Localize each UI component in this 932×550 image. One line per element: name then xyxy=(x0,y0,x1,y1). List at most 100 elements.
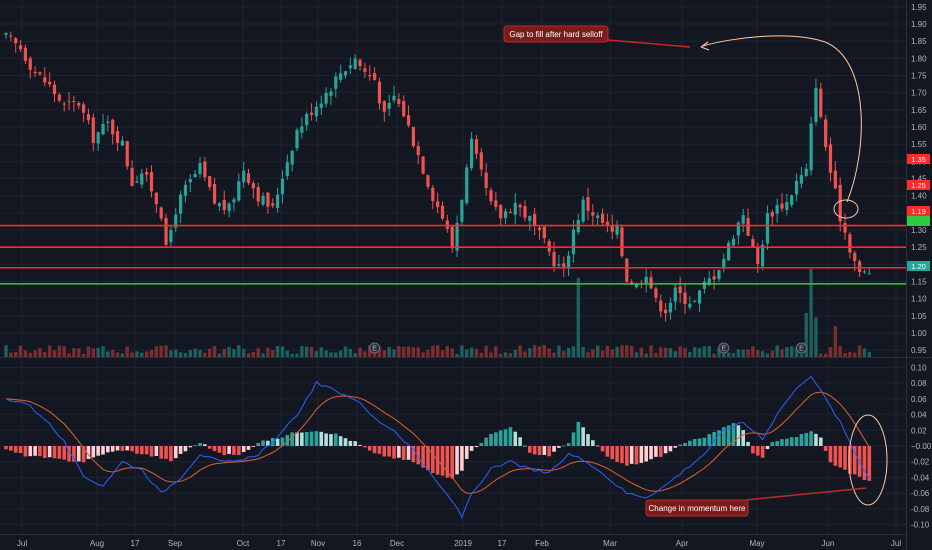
macd-histogram-bar xyxy=(188,446,193,448)
price-tick-label: 1.45 xyxy=(911,175,927,184)
candle-body xyxy=(673,287,677,302)
momentum-annotation[interactable]: Change in momentum here xyxy=(645,487,867,517)
time-tick-label: 17 xyxy=(498,539,507,548)
volume-bar xyxy=(862,348,867,357)
macd-histogram-bar xyxy=(241,446,246,452)
candle-body xyxy=(179,194,183,214)
macd-histogram-bar xyxy=(828,446,833,463)
candle-body xyxy=(222,200,226,210)
macd-histogram-bar xyxy=(266,440,270,446)
macd-histogram-bar xyxy=(377,446,382,454)
gap-annotation[interactable]: Gap to fill after hard selloff xyxy=(503,25,691,48)
volume-bar xyxy=(62,346,66,357)
macd-histogram-bar xyxy=(217,446,222,453)
candle-body xyxy=(431,187,435,202)
candle-body xyxy=(256,186,260,202)
candle-body xyxy=(537,227,542,231)
macd-histogram-bar xyxy=(91,446,96,458)
macd-histogram-bar xyxy=(9,446,13,451)
macd-histogram-bar xyxy=(523,445,527,447)
volume-bar xyxy=(154,346,159,357)
horizontal-levels[interactable] xyxy=(0,224,906,285)
macd-histogram-bar xyxy=(542,446,547,455)
volume-bar xyxy=(237,345,241,357)
earnings-marker[interactable] xyxy=(795,342,807,354)
volume-bar xyxy=(77,348,81,357)
candle-body xyxy=(848,234,852,253)
candle-body xyxy=(693,300,697,302)
macd-histogram-bar xyxy=(81,446,86,463)
price-tick-label: 1.40 xyxy=(911,192,927,201)
candle-body xyxy=(309,112,314,115)
candle-body xyxy=(183,184,188,196)
earnings-marker[interactable] xyxy=(718,342,730,354)
volume-bar xyxy=(140,352,144,357)
candle-body xyxy=(678,286,682,294)
volume-bar xyxy=(271,350,275,357)
candle-body xyxy=(101,123,105,135)
volume-bar xyxy=(135,351,139,357)
candle-body xyxy=(605,221,609,226)
candle-body xyxy=(804,168,808,176)
candle-body xyxy=(634,283,639,288)
candle-body xyxy=(765,213,770,244)
candle-body xyxy=(775,204,779,214)
volume-bar xyxy=(838,345,842,357)
macd-histogram-bar xyxy=(722,427,726,446)
volume-bar xyxy=(688,352,692,357)
volume-bar xyxy=(765,353,770,357)
macd-histogram-bar xyxy=(38,446,42,457)
volume-bar xyxy=(751,346,755,357)
candle-body xyxy=(300,126,304,133)
macd-histogram-bar xyxy=(363,446,367,448)
macd-tick-label: -0.08 xyxy=(911,505,930,514)
volume-bar xyxy=(86,346,91,357)
candle-body xyxy=(91,117,95,143)
price-tick-label: 1.00 xyxy=(911,329,927,338)
macd-histogram-bar xyxy=(528,446,532,453)
macd-histogram-bar xyxy=(392,446,396,459)
candle-body xyxy=(707,278,711,285)
candle-body xyxy=(620,227,624,257)
volume-bar xyxy=(363,351,367,357)
macd-histogram-bar xyxy=(144,446,149,455)
macd-histogram-bar xyxy=(207,446,212,449)
macd-histogram-bar xyxy=(4,446,8,450)
volume-bar xyxy=(746,349,750,357)
volume-bar xyxy=(591,349,595,357)
earnings-marker[interactable] xyxy=(369,342,381,354)
macd-histogram-bar xyxy=(397,446,401,458)
time-tick-label: Mar xyxy=(603,539,617,548)
volume-bar xyxy=(402,346,406,357)
candle-body xyxy=(149,172,154,192)
time-axis[interactable]: Jul Aug 17 Sep Oct 17 Nov 16 Dec 2019 17 Feb Mar Apr M… xyxy=(17,539,901,548)
macd-histogram-bar xyxy=(23,446,28,457)
price-highlight-ellipse xyxy=(833,199,859,219)
macd-axis[interactable]: 0.10 0.08 0.06 0.04 0.02 −0.00 -0.02 -0.04 -0.06… xyxy=(911,363,932,529)
volume-bar xyxy=(9,352,13,357)
earnings-marker-label: E xyxy=(799,346,804,353)
candle-body xyxy=(615,224,619,235)
volume-bar xyxy=(712,353,716,357)
macd-histogram-bar xyxy=(833,446,838,466)
candle-body xyxy=(164,218,168,245)
macd-histogram-bar xyxy=(513,431,518,446)
price-tick-label: 1.70 xyxy=(911,89,927,98)
candle-body xyxy=(513,202,517,215)
volume-bar xyxy=(629,346,634,357)
price-axis[interactable]: 0.95 1.00 1.05 1.10 1.15 1.20 1.25 1.30 1.35 1.40… xyxy=(911,3,927,355)
macd-histogram-bar xyxy=(489,433,493,446)
volume-bar xyxy=(358,347,362,357)
macd-histogram-bar xyxy=(702,437,707,446)
volume-bar xyxy=(72,348,76,357)
macd-histogram-bar xyxy=(304,431,309,446)
volume-bar xyxy=(639,347,644,357)
macd-histogram-bar xyxy=(673,446,678,448)
candle-body xyxy=(62,103,66,105)
macd-histogram-bar xyxy=(227,446,231,454)
macd-histogram-bar xyxy=(692,439,697,446)
macd-histogram-bar xyxy=(736,425,741,446)
volume-bar xyxy=(183,353,188,357)
candle-body xyxy=(450,226,454,249)
